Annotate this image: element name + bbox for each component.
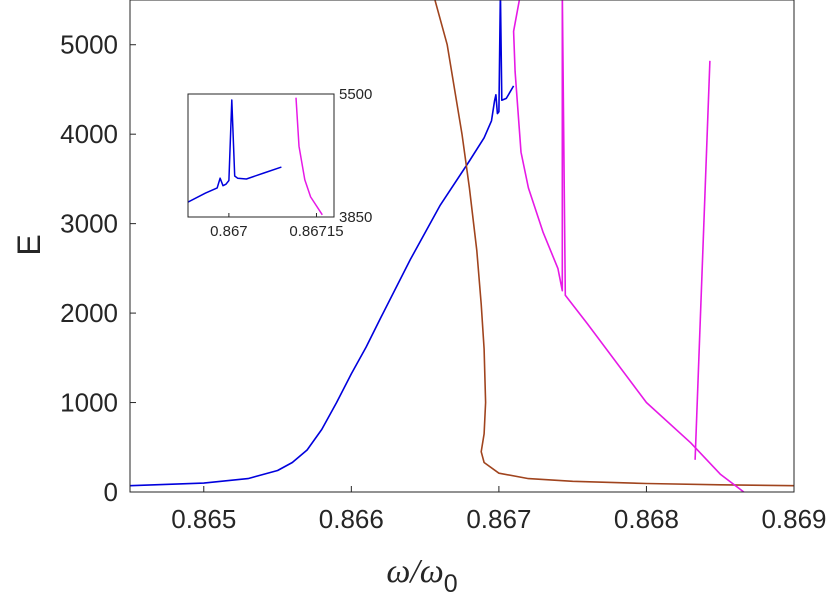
y-tick-label: 0 [104, 477, 118, 507]
inset-y-tick-label: 3850 [339, 209, 372, 226]
inset-y-tick-label: 5500 [339, 86, 372, 103]
main-axis-ticks: 0.865 0.866 0.867 0.868 0.869 0 1000 2000 3000 40… [60, 30, 826, 534]
y-tick-label: 5000 [60, 30, 118, 60]
y-axis-label: E [11, 234, 47, 255]
inset-x-tick-label: 0.86715 [289, 223, 343, 240]
inset-x-tick-label: 0.867 [210, 223, 248, 240]
inset-background [188, 94, 334, 217]
main-series-group [130, 0, 794, 492]
series-line-blue [130, 0, 515, 487]
inset-frame [187, 93, 335, 218]
inset-series-line-magenta [295, 97, 323, 216]
y-tick-label: 4000 [60, 119, 118, 149]
y-tick-label: 2000 [60, 298, 118, 328]
x-tick-label: 0.868 [614, 504, 679, 534]
x-axis-label: ω/ω0 [386, 553, 457, 598]
x-tick-label: 0.869 [761, 504, 826, 534]
x-tick-label: 0.866 [319, 504, 384, 534]
plot-frame [129, 0, 795, 493]
x-tick-label: 0.867 [466, 504, 531, 534]
x-tick-label: 0.865 [171, 504, 236, 534]
inset-series-line-blue [188, 99, 282, 203]
y-tick-label: 1000 [60, 388, 118, 418]
series-line-magenta-branch [694, 60, 711, 460]
series-line-magenta-main [512, 0, 746, 492]
inset-series-group [188, 97, 323, 216]
y-tick-label: 3000 [60, 209, 118, 239]
series-line-brown [434, 0, 794, 487]
